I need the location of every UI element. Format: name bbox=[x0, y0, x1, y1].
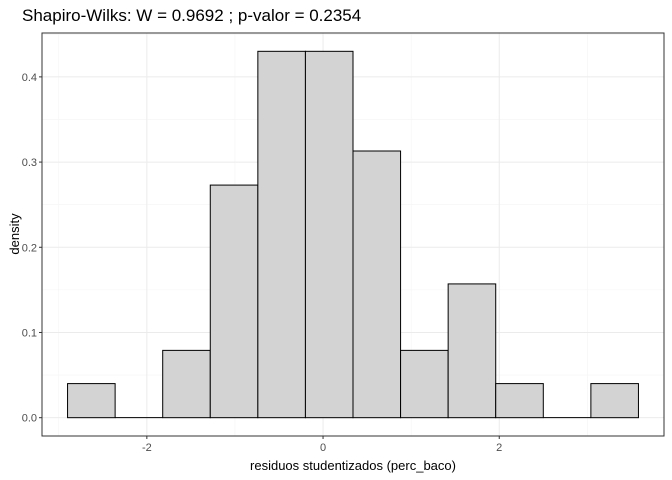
y-tick-label: 0.2 bbox=[22, 242, 37, 254]
y-tick-label: 0.1 bbox=[22, 327, 37, 339]
bars bbox=[67, 50, 639, 419]
histogram-bar bbox=[352, 150, 402, 419]
panel-border bbox=[41, 32, 665, 437]
x-tick-label: 0 bbox=[320, 442, 326, 454]
chart-title: Shapiro-Wilks: W = 0.9692 ; p-valor = 0.… bbox=[22, 6, 361, 25]
y-tick-label: 0.3 bbox=[22, 157, 37, 169]
histogram-bar bbox=[304, 50, 354, 419]
x-tick-label: -2 bbox=[142, 442, 152, 454]
histogram-bar bbox=[590, 383, 639, 419]
histogram-bar bbox=[162, 349, 211, 419]
histogram-bar bbox=[447, 283, 497, 419]
histogram-bar bbox=[67, 383, 116, 419]
histogram-bar bbox=[209, 184, 259, 419]
x-axis-title: residuos studentizados (perc_baco) bbox=[250, 458, 456, 473]
y-tick-label: 0.0 bbox=[22, 413, 37, 425]
y-tick-label: 0.4 bbox=[22, 72, 37, 84]
y-axis: 0.0 0.1 0.2 0.3 0.4 bbox=[22, 72, 42, 425]
histogram-bar bbox=[257, 50, 306, 419]
y-axis-title: density bbox=[7, 213, 22, 255]
x-axis: -2 0 2 bbox=[142, 436, 502, 454]
x-tick-label: 2 bbox=[496, 442, 502, 454]
histogram-bar bbox=[400, 349, 449, 419]
histogram-bar bbox=[495, 383, 544, 419]
